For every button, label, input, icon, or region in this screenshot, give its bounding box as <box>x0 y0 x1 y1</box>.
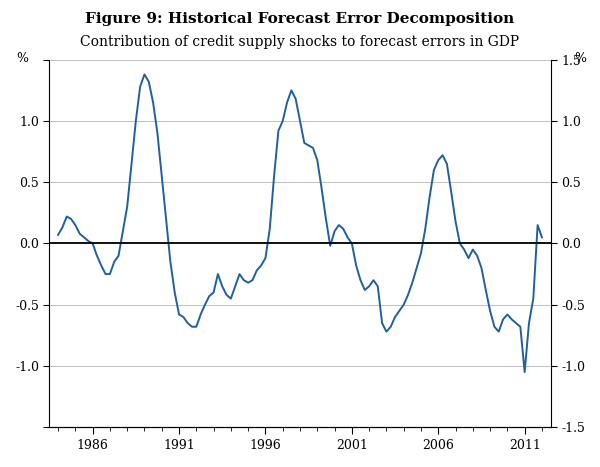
Y-axis label: %: % <box>16 52 28 65</box>
Y-axis label: %: % <box>575 52 587 65</box>
Text: Contribution of credit supply shocks to forecast errors in GDP: Contribution of credit supply shocks to … <box>80 35 520 49</box>
Text: Figure 9: Historical Forecast Error Decomposition: Figure 9: Historical Forecast Error Deco… <box>85 12 515 26</box>
